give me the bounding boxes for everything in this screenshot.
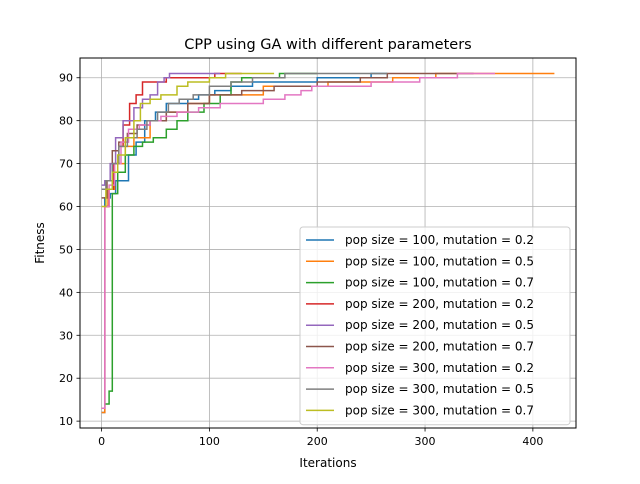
legend: pop size = 100, mutation = 0.2 pop size =… bbox=[299, 226, 571, 426]
y-tick-label: 70 bbox=[59, 158, 73, 171]
y-tick-label: 10 bbox=[59, 415, 73, 428]
y-tick-label: 80 bbox=[59, 115, 73, 128]
legend-label: pop size = 100, mutation = 0.2 bbox=[345, 233, 534, 247]
series-lines bbox=[101, 72, 555, 414]
chart-title: CPP using GA with different parameters bbox=[184, 37, 471, 53]
legend-label: pop size = 200, mutation = 0.7 bbox=[345, 340, 534, 354]
x-tick-label: 100 bbox=[199, 435, 220, 448]
series-line bbox=[101, 72, 221, 186]
y-tick-label: 30 bbox=[59, 329, 73, 342]
x-axis-ticks: 0 100 200 300 400 bbox=[98, 428, 543, 448]
plot-frame bbox=[79, 57, 577, 429]
legend-label: pop size = 300, mutation = 0.5 bbox=[345, 382, 534, 396]
y-axis-label: Fitness bbox=[33, 222, 47, 264]
y-tick-label: 50 bbox=[59, 243, 73, 256]
legend-label: pop size = 300, mutation = 0.7 bbox=[345, 403, 534, 417]
legend-box bbox=[299, 226, 571, 426]
y-tick-label: 40 bbox=[59, 286, 73, 299]
legend-label: pop size = 100, mutation = 0.7 bbox=[345, 276, 534, 290]
legend-label: pop size = 100, mutation = 0.5 bbox=[345, 254, 534, 268]
x-tick-label: 400 bbox=[522, 435, 543, 448]
legend-label: pop size = 200, mutation = 0.2 bbox=[345, 297, 534, 311]
legend-label: pop size = 300, mutation = 0.2 bbox=[345, 361, 534, 375]
x-tick-label: 200 bbox=[307, 435, 328, 448]
y-tick-label: 90 bbox=[59, 72, 73, 85]
y-tick-label: 60 bbox=[59, 201, 73, 214]
x-tick-label: 0 bbox=[98, 435, 105, 448]
x-tick-label: 300 bbox=[415, 435, 436, 448]
legend-label: pop size = 200, mutation = 0.5 bbox=[345, 318, 534, 332]
x-axis-label: Iterations bbox=[299, 456, 356, 470]
y-tick-label: 20 bbox=[59, 372, 73, 385]
series-line bbox=[101, 72, 275, 208]
y-axis-ticks: 10 20 30 40 50 60 70 80 90 bbox=[59, 72, 80, 428]
